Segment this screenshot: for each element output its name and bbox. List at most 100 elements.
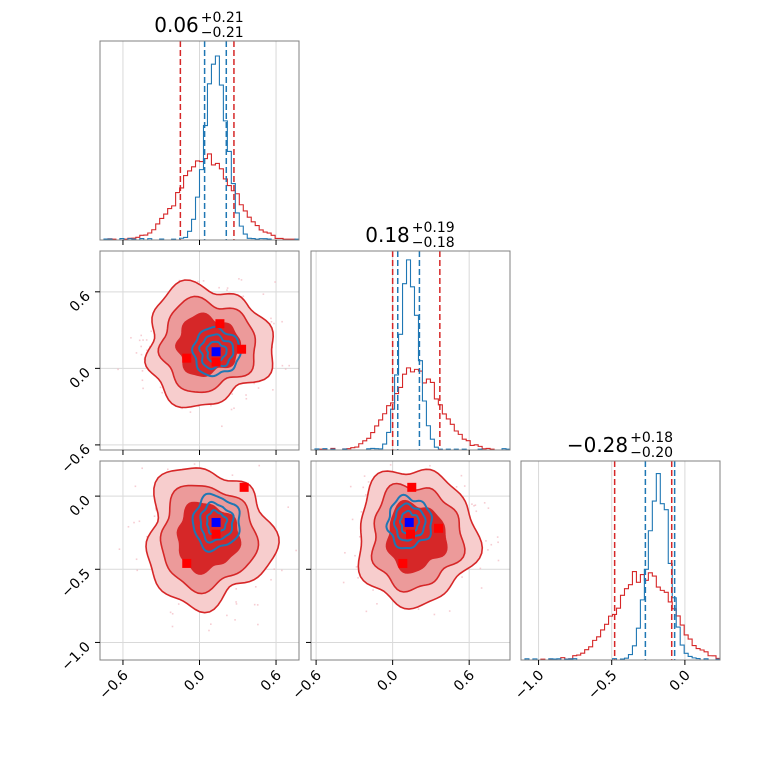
- x-tick-label: −0.5: [585, 668, 620, 703]
- sample-point: [429, 464, 431, 467]
- sample-point: [257, 623, 259, 626]
- y-tick-label: −0.5: [58, 566, 93, 601]
- sample-point: [221, 458, 223, 460]
- panel-frame: [520, 460, 721, 661]
- sample-point: [189, 411, 192, 413]
- sample-point: [485, 540, 487, 542]
- sample-point: [226, 614, 228, 617]
- sample-point: [273, 568, 276, 570]
- sample-point: [238, 278, 240, 280]
- sample-point: [349, 485, 352, 488]
- sample-point: [134, 485, 137, 488]
- sample-point: [154, 507, 157, 510]
- sample-point: [270, 578, 272, 581]
- blue-contour-outer: [190, 325, 242, 378]
- sample-point: [474, 504, 477, 506]
- panel-frame: [310, 460, 511, 661]
- sample-point: [221, 425, 223, 428]
- x-tick-label: −0.6: [290, 667, 325, 702]
- red-marker: [215, 319, 225, 329]
- sample-point: [235, 601, 237, 603]
- sample-point: [358, 535, 361, 538]
- blue-marker: [404, 517, 414, 527]
- sample-point: [138, 339, 141, 342]
- panel-title-minus: −0.20: [630, 445, 673, 461]
- sample-point: [295, 549, 297, 552]
- sample-point: [142, 387, 144, 390]
- blue-contour-inner: [205, 340, 228, 363]
- sample-point: [351, 518, 354, 521]
- sample-point: [145, 339, 148, 341]
- red-marker: [211, 357, 221, 367]
- sample-point: [363, 475, 366, 477]
- sample-point: [288, 364, 290, 367]
- sample-point: [159, 386, 162, 389]
- sample-point: [475, 510, 478, 513]
- sample-point: [135, 558, 138, 561]
- sample-point: [127, 525, 130, 528]
- sample-point: [155, 508, 157, 511]
- sample-point: [146, 349, 148, 352]
- red-marker: [237, 344, 247, 354]
- sample-point: [258, 464, 261, 467]
- sample-point: [226, 289, 228, 291]
- sample-point: [242, 295, 245, 298]
- blue-marker: [211, 347, 221, 357]
- x-tick-label: 0.0: [667, 668, 694, 695]
- sample-point: [210, 404, 212, 407]
- sample-point: [281, 364, 284, 367]
- sample-point: [260, 455, 262, 457]
- sample-point: [118, 548, 121, 550]
- blue-contour-mid: [198, 333, 235, 371]
- marginal-panel: [311, 251, 510, 450]
- panel-grid: [538, 461, 686, 660]
- sample-point: [141, 379, 144, 382]
- red-marker: [406, 529, 415, 539]
- sample-point: [496, 536, 499, 538]
- sample-point: [208, 629, 210, 632]
- x-tick-label: −1.0: [512, 668, 547, 703]
- red-histogram: [100, 153, 299, 240]
- sample-point: [490, 543, 493, 546]
- sample-point: [267, 457, 269, 459]
- sample-point: [146, 535, 148, 538]
- blue-marker: [211, 517, 221, 527]
- sample-point: [480, 587, 483, 589]
- sample-point: [245, 397, 248, 400]
- sample-point: [330, 452, 332, 454]
- sample-point: [117, 368, 119, 371]
- sample-point: [367, 481, 370, 483]
- panel-title-minus: −0.18: [412, 235, 455, 251]
- sample-point: [376, 602, 378, 605]
- sample-point: [389, 464, 392, 466]
- sample-point: [273, 322, 275, 325]
- sample-point: [448, 610, 451, 612]
- sample-point: [372, 589, 374, 591]
- panel-frame: [310, 250, 511, 451]
- sample-point: [270, 320, 273, 323]
- sample-point: [257, 387, 260, 389]
- sample-point: [167, 468, 169, 471]
- sample-point: [140, 345, 142, 348]
- sample-point: [133, 521, 135, 524]
- sample-point: [461, 576, 463, 578]
- sample-point: [148, 345, 151, 348]
- x-tick-label: 0.0: [181, 668, 208, 695]
- y-tick-label: 0.0: [67, 365, 94, 392]
- sample-point: [130, 336, 132, 339]
- sample-point: [141, 370, 144, 372]
- sample-point: [181, 407, 183, 410]
- sample-point: [487, 549, 489, 551]
- panel-title-plus: +0.19: [412, 220, 455, 236]
- sample-point: [169, 611, 172, 614]
- sample-point: [235, 603, 238, 605]
- sample-point: [234, 619, 236, 621]
- sample-point: [202, 280, 205, 282]
- sample-point: [150, 330, 153, 333]
- red-marker: [407, 482, 417, 492]
- sample-point: [218, 286, 220, 289]
- x-tick-label: 0.6: [451, 667, 478, 694]
- panel-title-plus: +0.21: [201, 10, 244, 26]
- blue-histogram: [521, 473, 720, 660]
- sample-point: [256, 604, 259, 606]
